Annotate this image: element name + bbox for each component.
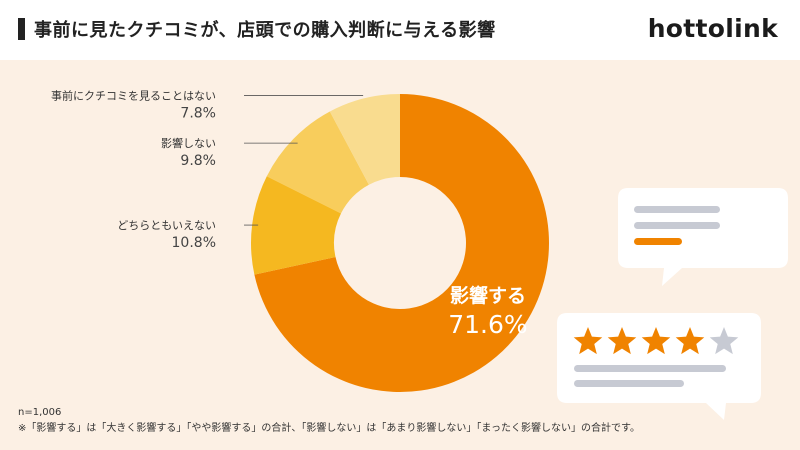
speech-bubble-icon [618, 188, 788, 286]
star-filled-icon [675, 327, 705, 355]
slice-label-2: どちらともいえない [117, 219, 216, 232]
star-empty-icon [709, 327, 739, 355]
slice-label-1: 影響する [450, 284, 526, 307]
review-card-icon [557, 313, 761, 420]
star-filled-icon [573, 327, 603, 355]
slice-4 [329, 94, 400, 185]
slice-value-4: 7.8% [180, 106, 216, 122]
rating-stars [573, 327, 739, 355]
star-filled-icon [641, 327, 671, 355]
header: 事前に見たクチコミが、店頭での購入判断に与える影響 hottolink [0, 0, 800, 60]
page-title: 事前に見たクチコミが、店頭での購入判断に与える影響 [34, 20, 496, 41]
review-line [574, 365, 726, 372]
donut-chart: 影響する 71.6% どちらともいえない 10.8% 影響しない 9.8% 事前にクチコミを… [51, 89, 788, 420]
slices [251, 94, 549, 392]
sample-size: n=1,006 [18, 407, 62, 418]
review-line [574, 380, 684, 387]
slice-labels: 影響する 71.6% どちらともいえない 10.8% 影響しない 9.8% 事前にクチコミを… [51, 89, 528, 339]
title-accent-bar [18, 18, 25, 40]
star-filled-icon [607, 327, 637, 355]
slice-2 [251, 176, 342, 275]
bubble-line-accent [634, 238, 682, 245]
notes: n=1,006 ※「影響する」は「大きく影響する」「やや影響する」の合計、「影響… [18, 405, 640, 437]
bubble-line [634, 222, 720, 229]
chart-panel: 影響する 71.6% どちらともいえない 10.8% 影響しない 9.8% 事前にクチコミを… [0, 60, 800, 450]
slice-label-3: 影響しない [161, 136, 216, 150]
slice-3 [266, 111, 369, 214]
slice-1 [254, 94, 549, 392]
leader-lines [244, 95, 364, 226]
footnote: ※「影響する」は「大きく影響する」「やや影響する」の合計、「影響しない」は「あま… [18, 423, 640, 434]
slice-value-2: 10.8% [172, 235, 216, 251]
bubble-line [634, 206, 720, 213]
slice-label-4: 事前にクチコミを見ることはない [51, 89, 216, 103]
slice-value-1: 71.6% [448, 310, 527, 339]
brand-logo: hottolink [647, 14, 778, 43]
slice-value-3: 9.8% [180, 153, 216, 169]
